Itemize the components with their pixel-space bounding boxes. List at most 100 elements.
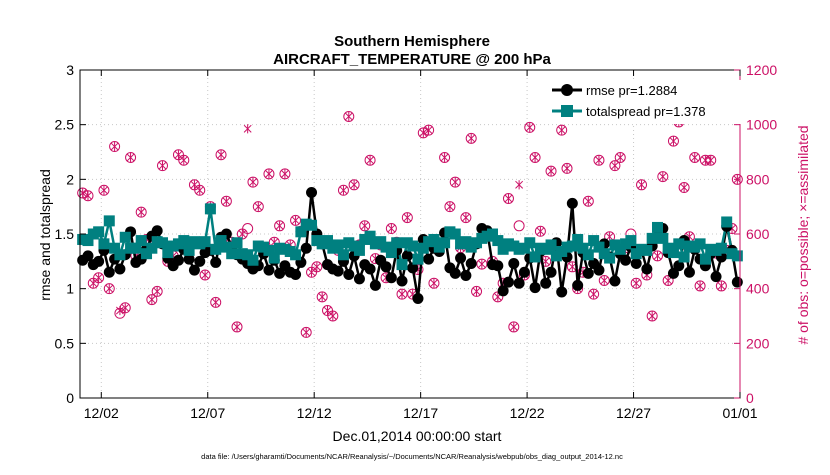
- y-tick-label: 0: [66, 390, 74, 406]
- totalspread-point: [157, 237, 168, 249]
- obs-assimilated-marker: [158, 161, 167, 171]
- obs-assimilated-marker: [387, 223, 396, 234]
- obs-possible-marker: [598, 274, 610, 286]
- obs-assimilated-marker: [280, 169, 289, 179]
- legend-rmse-label: rmse pr=1.2884: [586, 83, 677, 98]
- rmse-point: [572, 279, 584, 291]
- rmse-line: [81, 192, 739, 299]
- rmse-point: [620, 254, 632, 266]
- totalspread-point: [98, 238, 110, 250]
- obs-possible-marker: [215, 149, 227, 161]
- rmse-point: [407, 262, 419, 274]
- obs-possible-marker: [252, 201, 264, 213]
- rmse-point: [609, 275, 621, 287]
- obs-possible-marker: [614, 151, 626, 163]
- rmse-point: [172, 254, 184, 266]
- obs-possible-marker: [103, 283, 115, 295]
- obs-assimilated-marker: [584, 196, 593, 206]
- totalspread-point: [487, 228, 498, 240]
- obs-assimilated-marker: [451, 177, 460, 187]
- rmse-point: [82, 250, 94, 262]
- obs-possible-marker: [125, 151, 137, 163]
- totalspread-point: [572, 233, 584, 245]
- obs-possible-marker: [337, 184, 349, 196]
- rmse-point: [508, 258, 520, 270]
- rmse-point: [556, 286, 568, 298]
- obs-assimilated-marker: [696, 281, 705, 291]
- obs-possible-marker: [662, 274, 674, 286]
- obs-assimilated-marker: [84, 191, 92, 201]
- totalspread-point: [588, 235, 600, 247]
- rmse-point: [364, 263, 376, 275]
- obs-assimilated-marker: [477, 259, 486, 269]
- obs-possible-marker: [396, 288, 408, 300]
- rmse-point: [497, 285, 509, 297]
- obs-possible-marker: [652, 250, 663, 262]
- obs-possible-marker: [678, 182, 690, 194]
- rmse-point: [540, 277, 552, 289]
- obs-assimilated-marker: [429, 278, 438, 288]
- obs-assimilated-marker: [632, 278, 641, 288]
- obs-assimilated-marker: [547, 166, 556, 176]
- rmse-point: [274, 267, 286, 279]
- totalspread-point: [678, 251, 690, 263]
- series-layer: [77, 186, 743, 305]
- obs-assimilated-marker: [664, 275, 673, 286]
- rmse-point: [300, 242, 312, 254]
- obs-assimilated-marker: [467, 133, 476, 143]
- obs-assimilated-marker: [233, 322, 241, 332]
- totalspread-point: [657, 232, 669, 244]
- y2-tick-label: 400: [746, 281, 770, 297]
- obs-assimilated-marker: [509, 322, 518, 332]
- legend: rmse pr=1.2884 totalspread pr=1.378: [548, 80, 744, 124]
- totalspread-point: [731, 250, 743, 262]
- obs-assimilated-marker: [222, 196, 231, 206]
- obs-possible-marker: [327, 310, 339, 322]
- rmse-point: [114, 263, 126, 275]
- obs-possible-marker: [449, 176, 461, 188]
- obs-possible-marker: [545, 165, 557, 177]
- obs-possible-marker: [471, 285, 483, 297]
- rmse-point: [710, 271, 722, 283]
- rmse-point: [263, 264, 275, 276]
- y-tick-label: 2.5: [55, 117, 75, 133]
- obs-possible-marker: [582, 195, 594, 207]
- totalspread-point: [667, 247, 679, 259]
- rmse-point: [188, 264, 200, 276]
- totalspread-point: [582, 249, 594, 261]
- obs-possible-marker: [311, 261, 323, 273]
- obs-possible-marker: [444, 201, 456, 213]
- totalspread-point: [391, 237, 403, 249]
- obs-assimilated-marker: [536, 226, 545, 236]
- obs-assimilated-marker: [424, 125, 433, 135]
- obs-possible-marker: [534, 225, 546, 237]
- obs-assimilated-marker: [568, 262, 577, 272]
- totalspread-point: [295, 226, 307, 238]
- totalspread-point: [337, 249, 349, 261]
- totalspread-point: [646, 232, 658, 244]
- obs-possible-marker: [290, 214, 302, 226]
- obs-assimilated-marker: [616, 152, 625, 163]
- obs-possible-marker: [210, 296, 222, 308]
- obs-assimilated-marker: [398, 289, 406, 299]
- totalspread-point: [114, 249, 126, 261]
- x-tick-label: 12/12: [297, 405, 332, 421]
- totalspread-point: [263, 244, 275, 256]
- obs-assimilated-marker: [201, 270, 210, 280]
- obs-possible-marker: [364, 154, 376, 166]
- totalspread-point: [268, 252, 280, 264]
- obs-possible-marker: [439, 151, 451, 163]
- obs-possible-marker: [476, 258, 488, 270]
- obs-possible-marker: [263, 168, 275, 180]
- obs-assimilated-marker: [360, 221, 369, 231]
- obs-assimilated-marker: [211, 297, 220, 307]
- y2-axis-label: # of obs: o=possible; ×=assimilated: [795, 125, 811, 344]
- totalspread-point: [593, 241, 605, 253]
- obs-assimilated-marker: [179, 155, 188, 165]
- obs-assimilated-marker: [110, 141, 119, 152]
- totalspread-point: [694, 238, 706, 250]
- obs-possible-marker: [194, 184, 206, 196]
- obs-possible-marker: [146, 294, 158, 306]
- obs-possible-marker: [513, 220, 525, 232]
